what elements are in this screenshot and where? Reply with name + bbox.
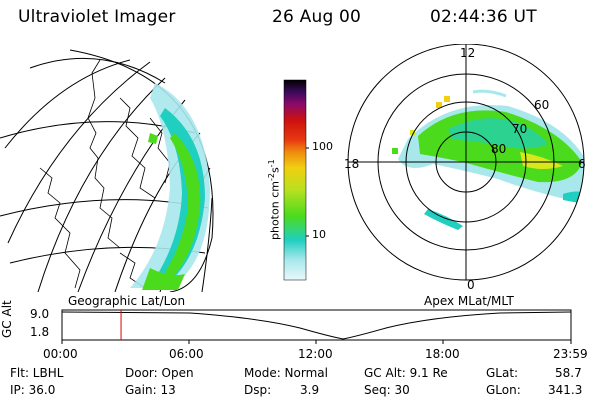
xtick-1800: 18:00 [425, 347, 460, 361]
colorbar-unit-label: photon cm-2s-1 [267, 159, 282, 240]
status-filter: Flt: LBHL [10, 366, 64, 380]
status-ip: IP: 36.0 [10, 383, 56, 397]
status-mode: Mode: Normal [244, 366, 328, 380]
status-glon-value: 341.3 [548, 383, 583, 397]
xtick-2359: 23:59 [553, 347, 588, 361]
mlt-label-6: 6 [578, 157, 586, 171]
mlat-label-80: 80 [491, 142, 507, 156]
app-title: Ultraviolet Imager [18, 7, 176, 27]
status-dsp-value: 3.9 [300, 383, 320, 397]
status-glat-value: 58.7 [555, 366, 582, 380]
status-glon-label: GLon: [486, 383, 521, 397]
xtick-1200: 12:00 [298, 347, 333, 361]
altitude-plot [61, 309, 572, 344]
date-label: 26 Aug 00 [272, 7, 362, 27]
altitude-ytick-top: 9.0 [30, 307, 50, 321]
status-gc-alt: GC Alt: 9.1 Re [364, 366, 448, 380]
mlt-label-18: 18 [344, 157, 360, 171]
mlt-label-0: 0 [467, 278, 475, 292]
status-glat-label: GLat: [486, 366, 519, 380]
polar-map [347, 44, 585, 281]
mlat-label-60: 60 [534, 98, 550, 112]
status-seq: Seq: 30 [364, 383, 410, 397]
altitude-ytick-bottom: 1.8 [30, 325, 50, 339]
colorbar-tick-100: 100 [312, 140, 333, 153]
mlt-label-12: 12 [460, 46, 476, 60]
xtick-0000: 00:00 [43, 347, 78, 361]
status-gain: Gain: 13 [125, 383, 176, 397]
geographic-map-caption: Geographic Lat/Lon [68, 294, 186, 308]
xtick-0600: 06:00 [169, 347, 204, 361]
time-label: 02:44:36 UT [430, 7, 537, 27]
geographic-map [0, 49, 214, 292]
status-dsp-label: Dsp: [244, 383, 272, 397]
intensity-colorbar [283, 79, 309, 281]
polar-map-caption: Apex MLat/MLT [424, 294, 514, 308]
altitude-ylabel: GC Alt [0, 300, 14, 338]
mlat-label-70: 70 [512, 122, 528, 136]
status-door: Door: Open [125, 366, 194, 380]
colorbar-tick-10: 10 [312, 228, 326, 241]
